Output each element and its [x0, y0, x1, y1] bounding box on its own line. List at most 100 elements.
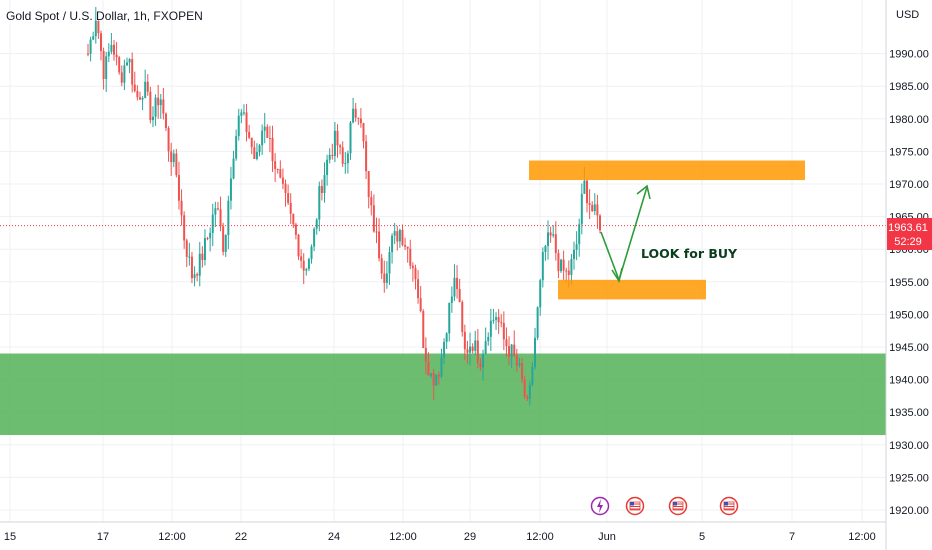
candle-body	[541, 252, 544, 281]
price-tick-label: 1935.00	[889, 407, 929, 419]
price-tick-label: 1940.00	[889, 375, 929, 387]
price-tick-label: 1950.00	[889, 309, 929, 321]
candle-body	[263, 126, 266, 131]
candle-body	[398, 229, 401, 242]
resistance-box	[529, 160, 805, 181]
candle-body	[401, 229, 404, 246]
us-flag-icon[interactable]	[719, 496, 739, 516]
candle-body	[461, 302, 464, 332]
candle-body	[287, 193, 290, 203]
time-tick-label: 24	[328, 531, 340, 543]
candle-body	[417, 279, 420, 299]
symbol-title[interactable]: Gold Spot / U.S. Dollar, 1h, FXOPEN	[6, 9, 203, 23]
candle-body	[144, 81, 147, 98]
price-axis[interactable]: 1920.00 1925.00 1930.00 1935.00 1940.00 1945.…	[885, 0, 929, 550]
us-flag-icon[interactable]	[625, 496, 645, 516]
candle-body	[211, 214, 214, 233]
candle-body	[596, 204, 599, 216]
candle-body	[440, 357, 443, 377]
candle-body	[409, 248, 412, 266]
candle-body	[367, 171, 370, 198]
candle-body	[159, 99, 162, 106]
price-tick-label: 1930.00	[889, 440, 929, 452]
candle-body	[365, 141, 368, 172]
candle-body	[469, 346, 472, 353]
candle-body	[232, 158, 235, 179]
candle-body	[242, 112, 245, 114]
candle-body	[326, 159, 329, 176]
buy-box	[558, 279, 706, 300]
candle-body	[328, 154, 331, 160]
candle-body	[591, 205, 594, 212]
candle-body	[526, 396, 529, 399]
time-axis[interactable]: 15 17 12:00 22 24 12:00 29 12:00 Jun 5 7 12:00	[0, 521, 886, 543]
candle-body	[349, 122, 352, 154]
candle-body	[245, 112, 248, 132]
candle-body	[554, 234, 557, 253]
candle-body	[110, 44, 113, 52]
annotation-look-for-buy[interactable]: LOOK for BUY	[641, 246, 738, 261]
candle-body	[565, 270, 568, 272]
candle-body	[370, 197, 373, 206]
candle-body	[489, 320, 492, 337]
candle-body	[214, 208, 217, 215]
candle-body	[362, 123, 365, 142]
time-tick-label: 5	[699, 531, 705, 543]
candle-body	[500, 322, 503, 324]
candle-body	[183, 215, 186, 241]
candle-body	[123, 65, 126, 83]
candle-body	[97, 20, 100, 34]
candle-body	[281, 177, 284, 184]
candle-body	[432, 373, 435, 386]
candle-body	[430, 373, 433, 376]
candle-body	[261, 130, 264, 146]
candle-body	[502, 323, 505, 340]
us-flag-icon[interactable]	[668, 496, 688, 516]
candle-body	[599, 215, 601, 231]
candle-body	[198, 253, 201, 276]
lightning-icon[interactable]	[590, 496, 610, 516]
candle-body	[172, 153, 175, 163]
candle-body	[573, 249, 576, 259]
candle-body	[167, 128, 170, 152]
candle-body	[359, 118, 362, 124]
candle-body	[146, 81, 149, 92]
candle-body	[422, 311, 425, 349]
price-tick-label: 1945.00	[889, 342, 929, 354]
candle-body	[216, 208, 219, 210]
candle-body	[458, 288, 461, 303]
candle-body	[580, 193, 583, 225]
candle-body	[105, 56, 108, 79]
bar-countdown: 52:29	[894, 236, 922, 248]
candle-body	[557, 252, 560, 272]
candle-body	[294, 224, 297, 235]
projection-arrow	[600, 186, 648, 283]
candle-body	[250, 137, 253, 148]
candle-body	[406, 246, 409, 249]
candle-body	[453, 277, 456, 297]
candle-body	[448, 302, 451, 334]
candle-body	[149, 91, 152, 121]
candle-body	[125, 62, 128, 66]
candle-body	[391, 235, 394, 253]
price-tick-label: 1925.00	[889, 472, 929, 484]
currency-label[interactable]: USD	[896, 9, 920, 21]
lightning-shape	[597, 499, 603, 513]
candle-body	[333, 130, 336, 156]
candle-body	[193, 274, 196, 279]
candle-body	[497, 317, 500, 323]
candle-body	[495, 317, 498, 320]
candle-body	[544, 245, 547, 253]
candle-body	[279, 169, 282, 178]
candle-body	[336, 130, 339, 146]
candle-body	[482, 354, 485, 368]
candle-body	[222, 226, 225, 252]
candle-body	[255, 152, 258, 159]
flag-canton	[724, 502, 728, 506]
candle-body	[292, 213, 295, 225]
candle-body	[258, 145, 261, 153]
candle-body	[107, 51, 110, 57]
candle-body	[424, 348, 427, 362]
candle-body	[552, 234, 555, 236]
